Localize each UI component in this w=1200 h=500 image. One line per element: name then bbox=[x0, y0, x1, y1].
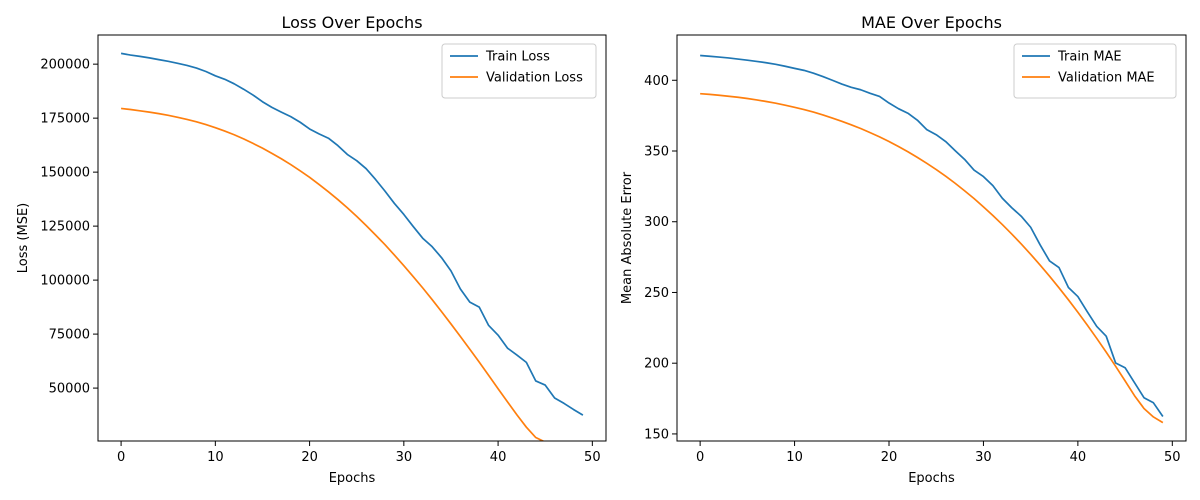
series-line-1 bbox=[120, 107, 545, 441]
axes-frame bbox=[97, 34, 607, 442]
y-tick-label: 400 bbox=[644, 74, 669, 89]
x-tick-label: 10 bbox=[207, 450, 224, 465]
x-tick-label: 50 bbox=[1164, 450, 1181, 465]
x-tick-label: 50 bbox=[584, 450, 601, 465]
legend: Train Loss Validation Loss bbox=[441, 43, 597, 99]
x-tick-label: 20 bbox=[881, 450, 898, 465]
x-tick-label: 30 bbox=[396, 450, 413, 465]
y-tick-label: 200000 bbox=[40, 58, 90, 73]
series-line-0 bbox=[120, 52, 584, 416]
legend-label-0: Train Loss bbox=[485, 50, 550, 65]
y-tick-label: 75000 bbox=[49, 328, 90, 343]
series-line-0 bbox=[700, 54, 1164, 418]
y-axis-label: Mean Absolute Error bbox=[620, 171, 635, 304]
y-tick-label: 300 bbox=[644, 215, 669, 230]
legend-label-1: Validation MAE bbox=[1058, 71, 1155, 86]
y-tick-label: 150 bbox=[644, 427, 669, 442]
x-tick-label: 10 bbox=[786, 450, 803, 465]
legend-label-1: Validation Loss bbox=[486, 71, 583, 86]
y-tick-label: 175000 bbox=[40, 112, 90, 127]
x-tick-label: 0 bbox=[117, 450, 125, 465]
legend-box bbox=[1013, 43, 1177, 99]
y-tick-label: 150000 bbox=[40, 166, 90, 181]
series-line-1 bbox=[700, 92, 1164, 424]
y-tick-label: 125000 bbox=[40, 220, 90, 235]
mae-chart: MAE Over Epochs 0 10 20 30 40 50 150 200 250 300 35… bbox=[620, 13, 1187, 486]
x-tick-label: 0 bbox=[696, 450, 704, 465]
legend-box bbox=[441, 43, 597, 99]
axes-frame bbox=[676, 34, 1187, 442]
y-tick-label: 250 bbox=[644, 286, 669, 301]
x-axis-label: Epochs bbox=[908, 471, 955, 486]
y-tick-label: 50000 bbox=[49, 382, 90, 397]
x-tick-label: 20 bbox=[301, 450, 318, 465]
x-tick-label: 30 bbox=[975, 450, 992, 465]
x-tick-label: 40 bbox=[1070, 450, 1087, 465]
y-tick-label: 200 bbox=[644, 357, 669, 372]
loss-chart: Loss Over Epochs 0 10 20 30 40 50 50000 75000 100… bbox=[16, 13, 607, 486]
y-axis-label: Loss (MSE) bbox=[16, 203, 31, 273]
x-axis-label: Epochs bbox=[329, 471, 376, 486]
chart-title: MAE Over Epochs bbox=[861, 13, 1002, 32]
y-tick-label: 100000 bbox=[40, 274, 90, 289]
chart-title: Loss Over Epochs bbox=[281, 13, 422, 32]
legend: Train MAE Validation MAE bbox=[1013, 43, 1177, 99]
y-tick-label: 350 bbox=[644, 145, 669, 160]
x-tick-label: 40 bbox=[490, 450, 507, 465]
legend-label-0: Train MAE bbox=[1057, 50, 1122, 65]
